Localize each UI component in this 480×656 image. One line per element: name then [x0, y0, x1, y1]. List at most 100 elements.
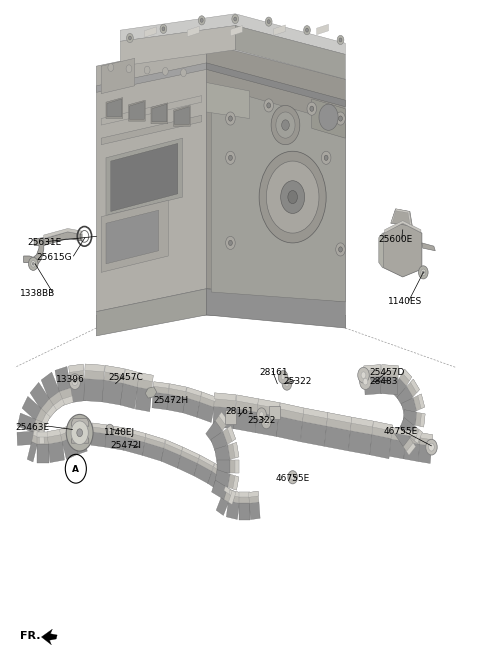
- Polygon shape: [413, 394, 425, 411]
- Polygon shape: [392, 428, 407, 435]
- Polygon shape: [107, 99, 122, 117]
- Polygon shape: [228, 490, 241, 503]
- Circle shape: [66, 415, 93, 451]
- Polygon shape: [228, 426, 236, 441]
- Polygon shape: [69, 364, 84, 380]
- Text: 25472H: 25472H: [154, 396, 189, 405]
- Circle shape: [28, 257, 38, 270]
- Polygon shape: [41, 372, 60, 400]
- Polygon shape: [215, 470, 230, 487]
- Polygon shape: [84, 379, 104, 402]
- Polygon shape: [47, 429, 62, 437]
- Polygon shape: [124, 369, 140, 379]
- Circle shape: [160, 24, 167, 33]
- Text: 28161: 28161: [259, 368, 288, 377]
- Polygon shape: [214, 463, 225, 474]
- Polygon shape: [120, 26, 235, 66]
- Text: 28161: 28161: [226, 407, 254, 417]
- Polygon shape: [96, 289, 206, 336]
- Circle shape: [180, 69, 186, 77]
- Polygon shape: [187, 26, 199, 37]
- Circle shape: [288, 471, 298, 483]
- Circle shape: [310, 106, 314, 112]
- Circle shape: [126, 65, 132, 73]
- Polygon shape: [47, 429, 62, 444]
- Polygon shape: [222, 486, 233, 501]
- Polygon shape: [169, 384, 186, 392]
- Polygon shape: [215, 412, 229, 430]
- Polygon shape: [41, 629, 57, 645]
- Circle shape: [228, 116, 232, 121]
- Polygon shape: [228, 474, 239, 490]
- Polygon shape: [395, 425, 410, 447]
- Polygon shape: [420, 433, 432, 440]
- Polygon shape: [235, 26, 345, 79]
- Circle shape: [69, 374, 81, 390]
- Circle shape: [291, 475, 295, 480]
- Circle shape: [257, 408, 266, 421]
- Polygon shape: [239, 503, 250, 520]
- Polygon shape: [397, 386, 413, 408]
- Polygon shape: [106, 210, 158, 264]
- Polygon shape: [111, 144, 178, 211]
- Circle shape: [306, 28, 309, 32]
- Text: 25472I: 25472I: [111, 441, 142, 450]
- Polygon shape: [36, 432, 48, 444]
- Polygon shape: [154, 382, 169, 388]
- Polygon shape: [234, 409, 257, 432]
- Circle shape: [144, 66, 150, 74]
- Polygon shape: [214, 393, 236, 401]
- Polygon shape: [276, 417, 302, 441]
- Polygon shape: [36, 432, 48, 437]
- Polygon shape: [317, 24, 328, 35]
- Polygon shape: [279, 403, 304, 414]
- Circle shape: [264, 420, 268, 425]
- Circle shape: [129, 36, 132, 40]
- Polygon shape: [233, 476, 239, 490]
- Polygon shape: [60, 424, 74, 441]
- Polygon shape: [178, 455, 197, 476]
- Circle shape: [322, 152, 331, 165]
- Polygon shape: [106, 425, 126, 437]
- Polygon shape: [384, 223, 422, 277]
- Polygon shape: [255, 413, 278, 436]
- Polygon shape: [229, 490, 241, 497]
- Polygon shape: [41, 399, 57, 420]
- Polygon shape: [96, 63, 206, 92]
- Polygon shape: [72, 419, 89, 426]
- Circle shape: [304, 26, 311, 35]
- Polygon shape: [230, 26, 242, 36]
- Text: 46755E: 46755E: [384, 427, 418, 436]
- Circle shape: [32, 262, 34, 265]
- Polygon shape: [44, 232, 82, 245]
- Polygon shape: [407, 443, 416, 455]
- Polygon shape: [208, 471, 222, 490]
- Circle shape: [358, 367, 369, 383]
- Polygon shape: [101, 115, 202, 145]
- Polygon shape: [228, 491, 236, 504]
- Circle shape: [338, 116, 342, 121]
- Polygon shape: [227, 501, 240, 520]
- Polygon shape: [27, 441, 37, 462]
- Polygon shape: [213, 407, 235, 429]
- Polygon shape: [91, 432, 106, 447]
- Circle shape: [285, 381, 289, 386]
- Polygon shape: [180, 447, 200, 463]
- Circle shape: [266, 161, 319, 233]
- Polygon shape: [239, 493, 250, 503]
- Polygon shape: [137, 373, 153, 390]
- Polygon shape: [144, 27, 156, 37]
- Polygon shape: [70, 379, 86, 403]
- Circle shape: [200, 18, 203, 22]
- Text: 25463E: 25463E: [15, 423, 49, 432]
- Text: 25457D: 25457D: [369, 368, 405, 377]
- Polygon shape: [74, 433, 87, 455]
- Polygon shape: [39, 430, 44, 444]
- Polygon shape: [96, 43, 206, 312]
- Circle shape: [363, 379, 368, 385]
- Polygon shape: [402, 369, 412, 381]
- Text: 25615G: 25615G: [36, 253, 72, 262]
- Polygon shape: [60, 396, 73, 406]
- Circle shape: [234, 17, 237, 21]
- Polygon shape: [135, 387, 152, 411]
